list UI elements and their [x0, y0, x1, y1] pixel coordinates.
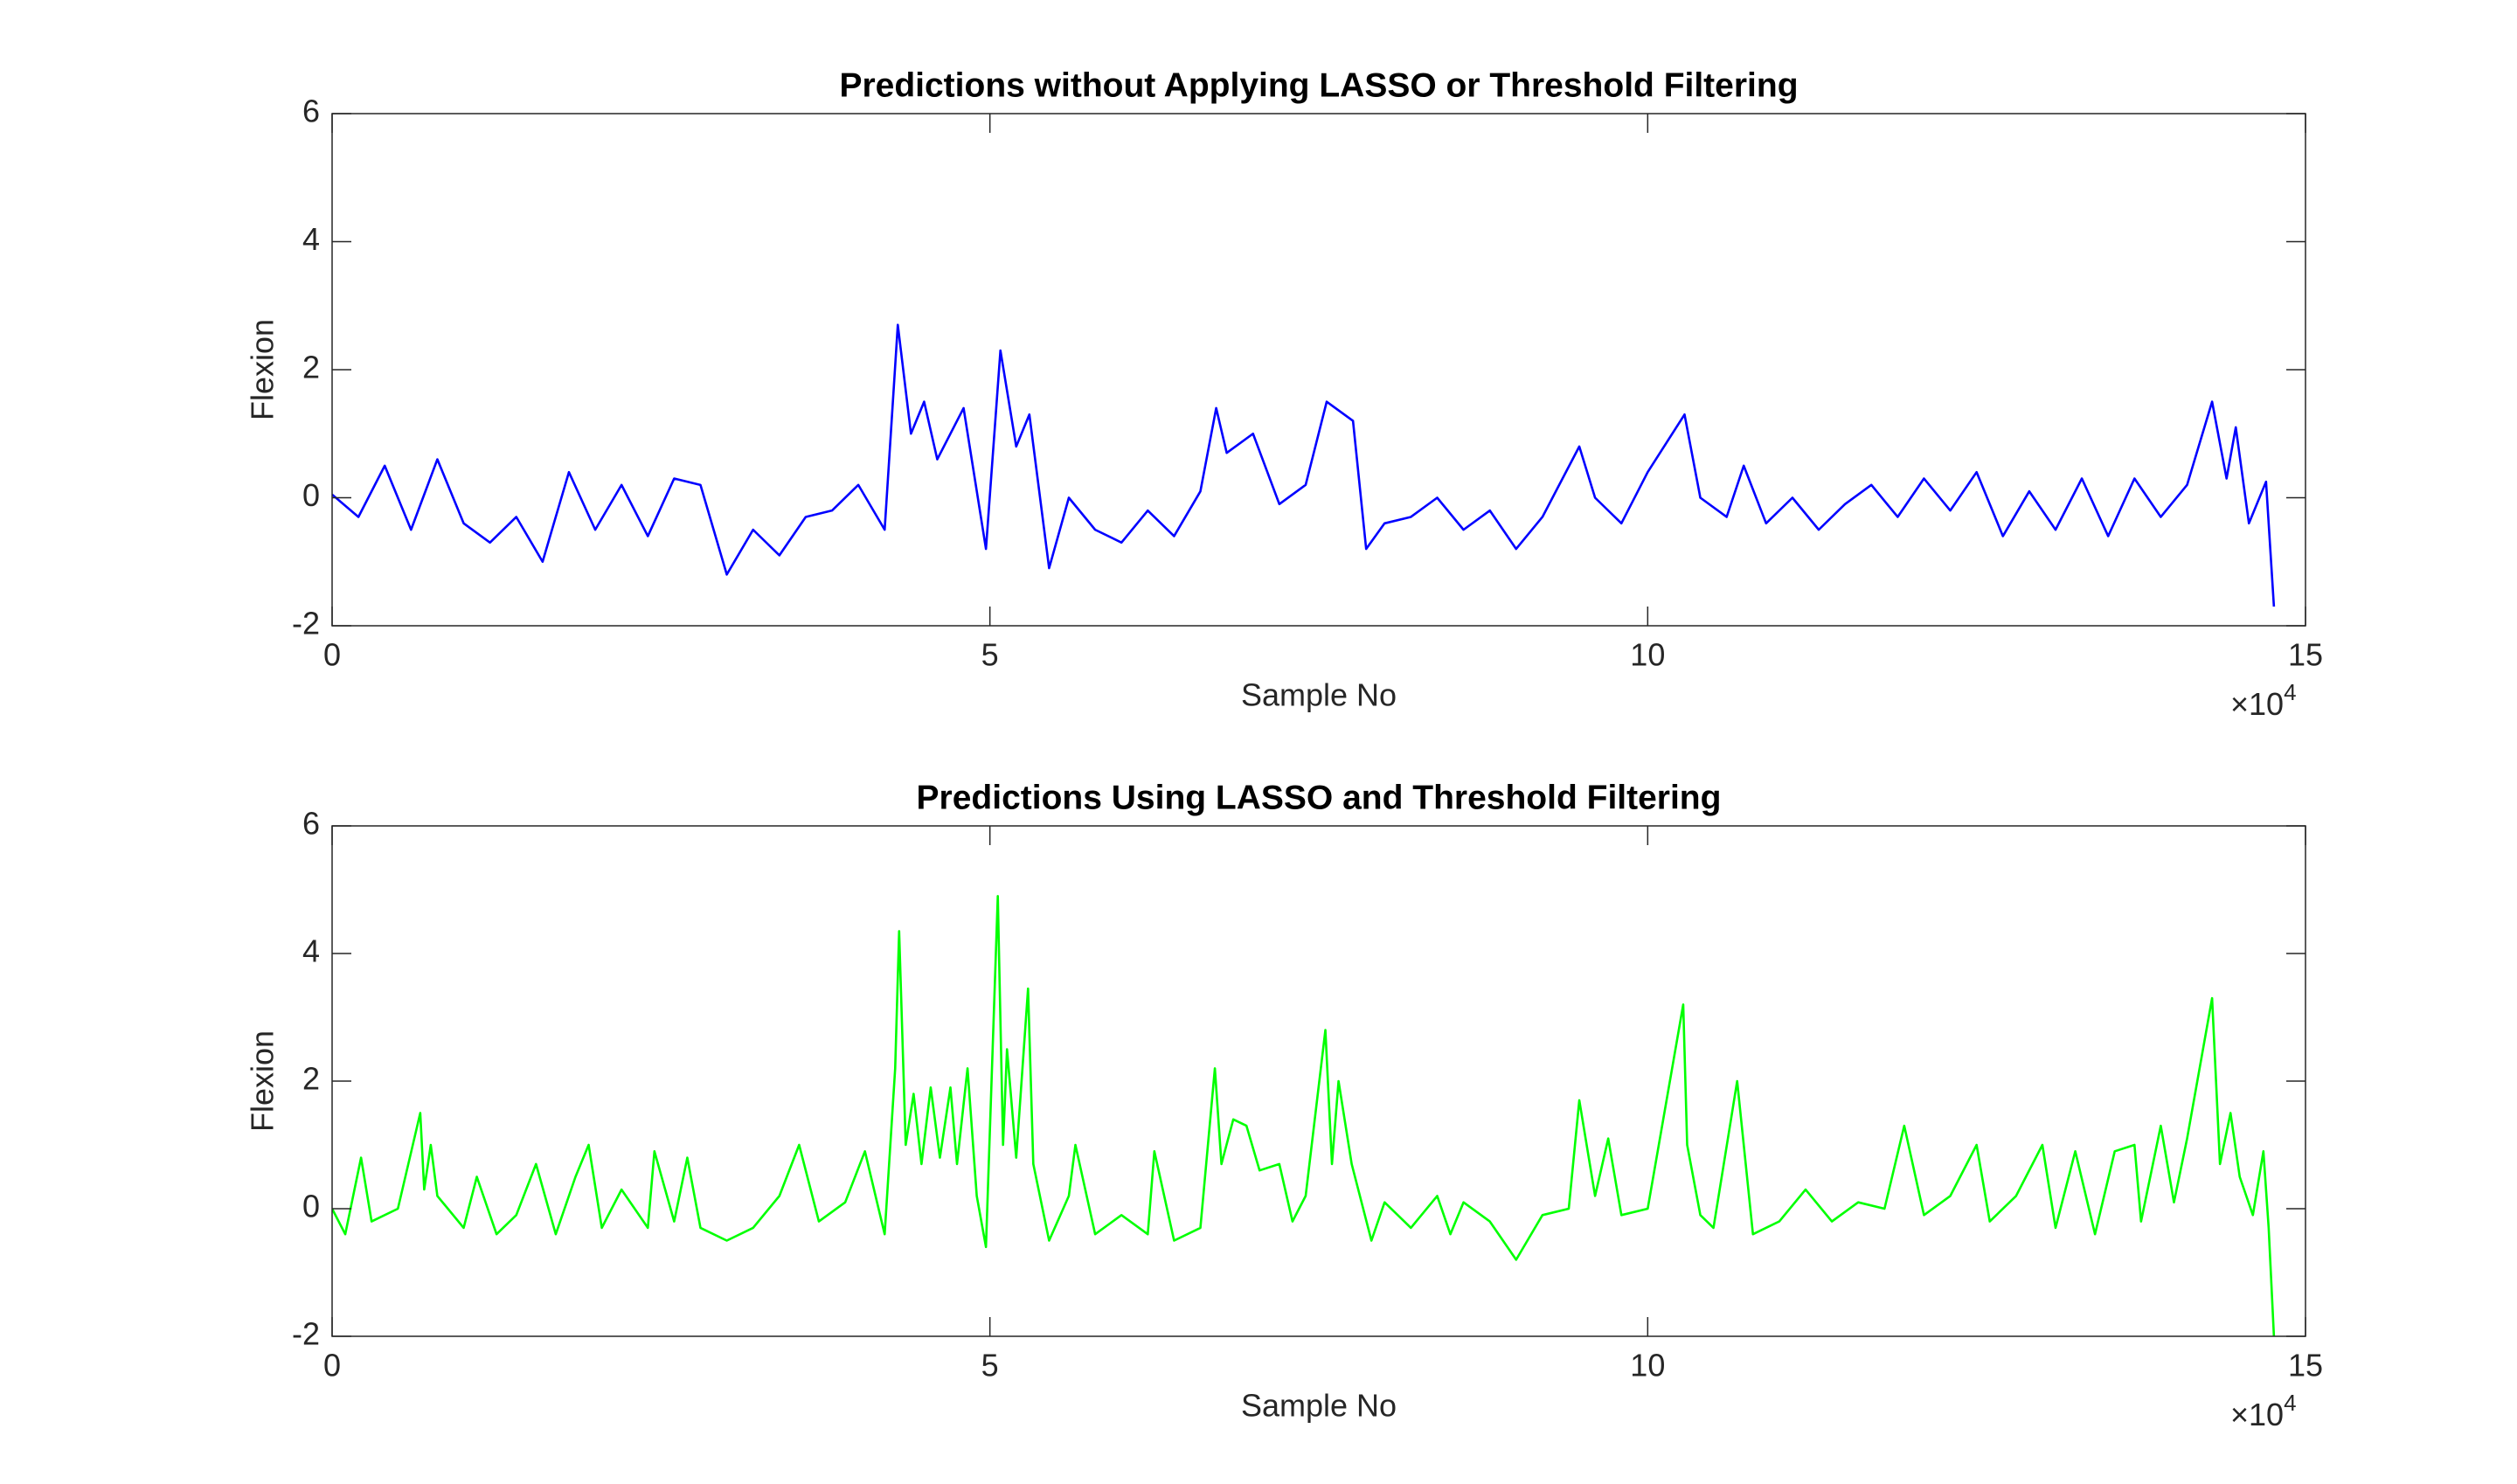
chart-title: Predictions Using LASSO and Threshold Fi… — [917, 779, 1722, 816]
x-tick-label: 5 — [981, 1348, 999, 1383]
x-multiplier: ×104 — [2230, 679, 2297, 722]
plot-area — [332, 114, 2306, 626]
data-line — [332, 323, 2276, 607]
x-tick-label: 15 — [2288, 1348, 2323, 1383]
x-multiplier: ×104 — [2230, 1390, 2297, 1432]
y-tick-label: 6 — [302, 806, 320, 842]
y-tick-label: 6 — [302, 94, 320, 129]
y-tick-label: -2 — [292, 606, 320, 641]
y-axis-label: Flexion — [245, 1030, 281, 1132]
x-multiplier-base: ×10 — [2230, 686, 2284, 722]
axes-box — [331, 825, 2306, 1337]
plot — [332, 895, 2276, 1336]
x-tick-label: 15 — [2288, 637, 2323, 673]
x-tick-label: 0 — [323, 637, 341, 673]
x-axis-label: Sample No — [1241, 1388, 1397, 1424]
x-multiplier-power: 4 — [2284, 1390, 2296, 1416]
y-tick-label: 4 — [302, 933, 320, 969]
chart-panel: Predictions Using LASSO and Threshold Fi… — [245, 779, 2324, 1432]
x-tick-label: 5 — [981, 637, 999, 673]
x-axis-label: Sample No — [1241, 677, 1397, 713]
y-tick-label: -2 — [292, 1316, 320, 1352]
axes-box — [331, 113, 2306, 627]
plot — [332, 323, 2276, 607]
y-tick-label: 4 — [302, 221, 320, 257]
y-tick-label: 0 — [302, 477, 320, 513]
y-tick-label: 0 — [302, 1189, 320, 1224]
x-multiplier-power: 4 — [2284, 679, 2296, 705]
chart-title: Predictions without Applying LASSO or Th… — [839, 66, 1798, 104]
x-multiplier-base: ×10 — [2230, 1397, 2284, 1432]
y-tick-label: 2 — [302, 350, 320, 385]
x-tick-label: 10 — [1630, 1348, 1665, 1383]
y-tick-label: 2 — [302, 1061, 320, 1097]
x-tick-label: 0 — [323, 1348, 341, 1383]
y-axis-label: Flexion — [245, 319, 281, 420]
chart-panel: Predictions without Applying LASSO or Th… — [245, 66, 2324, 721]
x-tick-label: 10 — [1630, 637, 1665, 673]
data-line — [332, 895, 2276, 1336]
